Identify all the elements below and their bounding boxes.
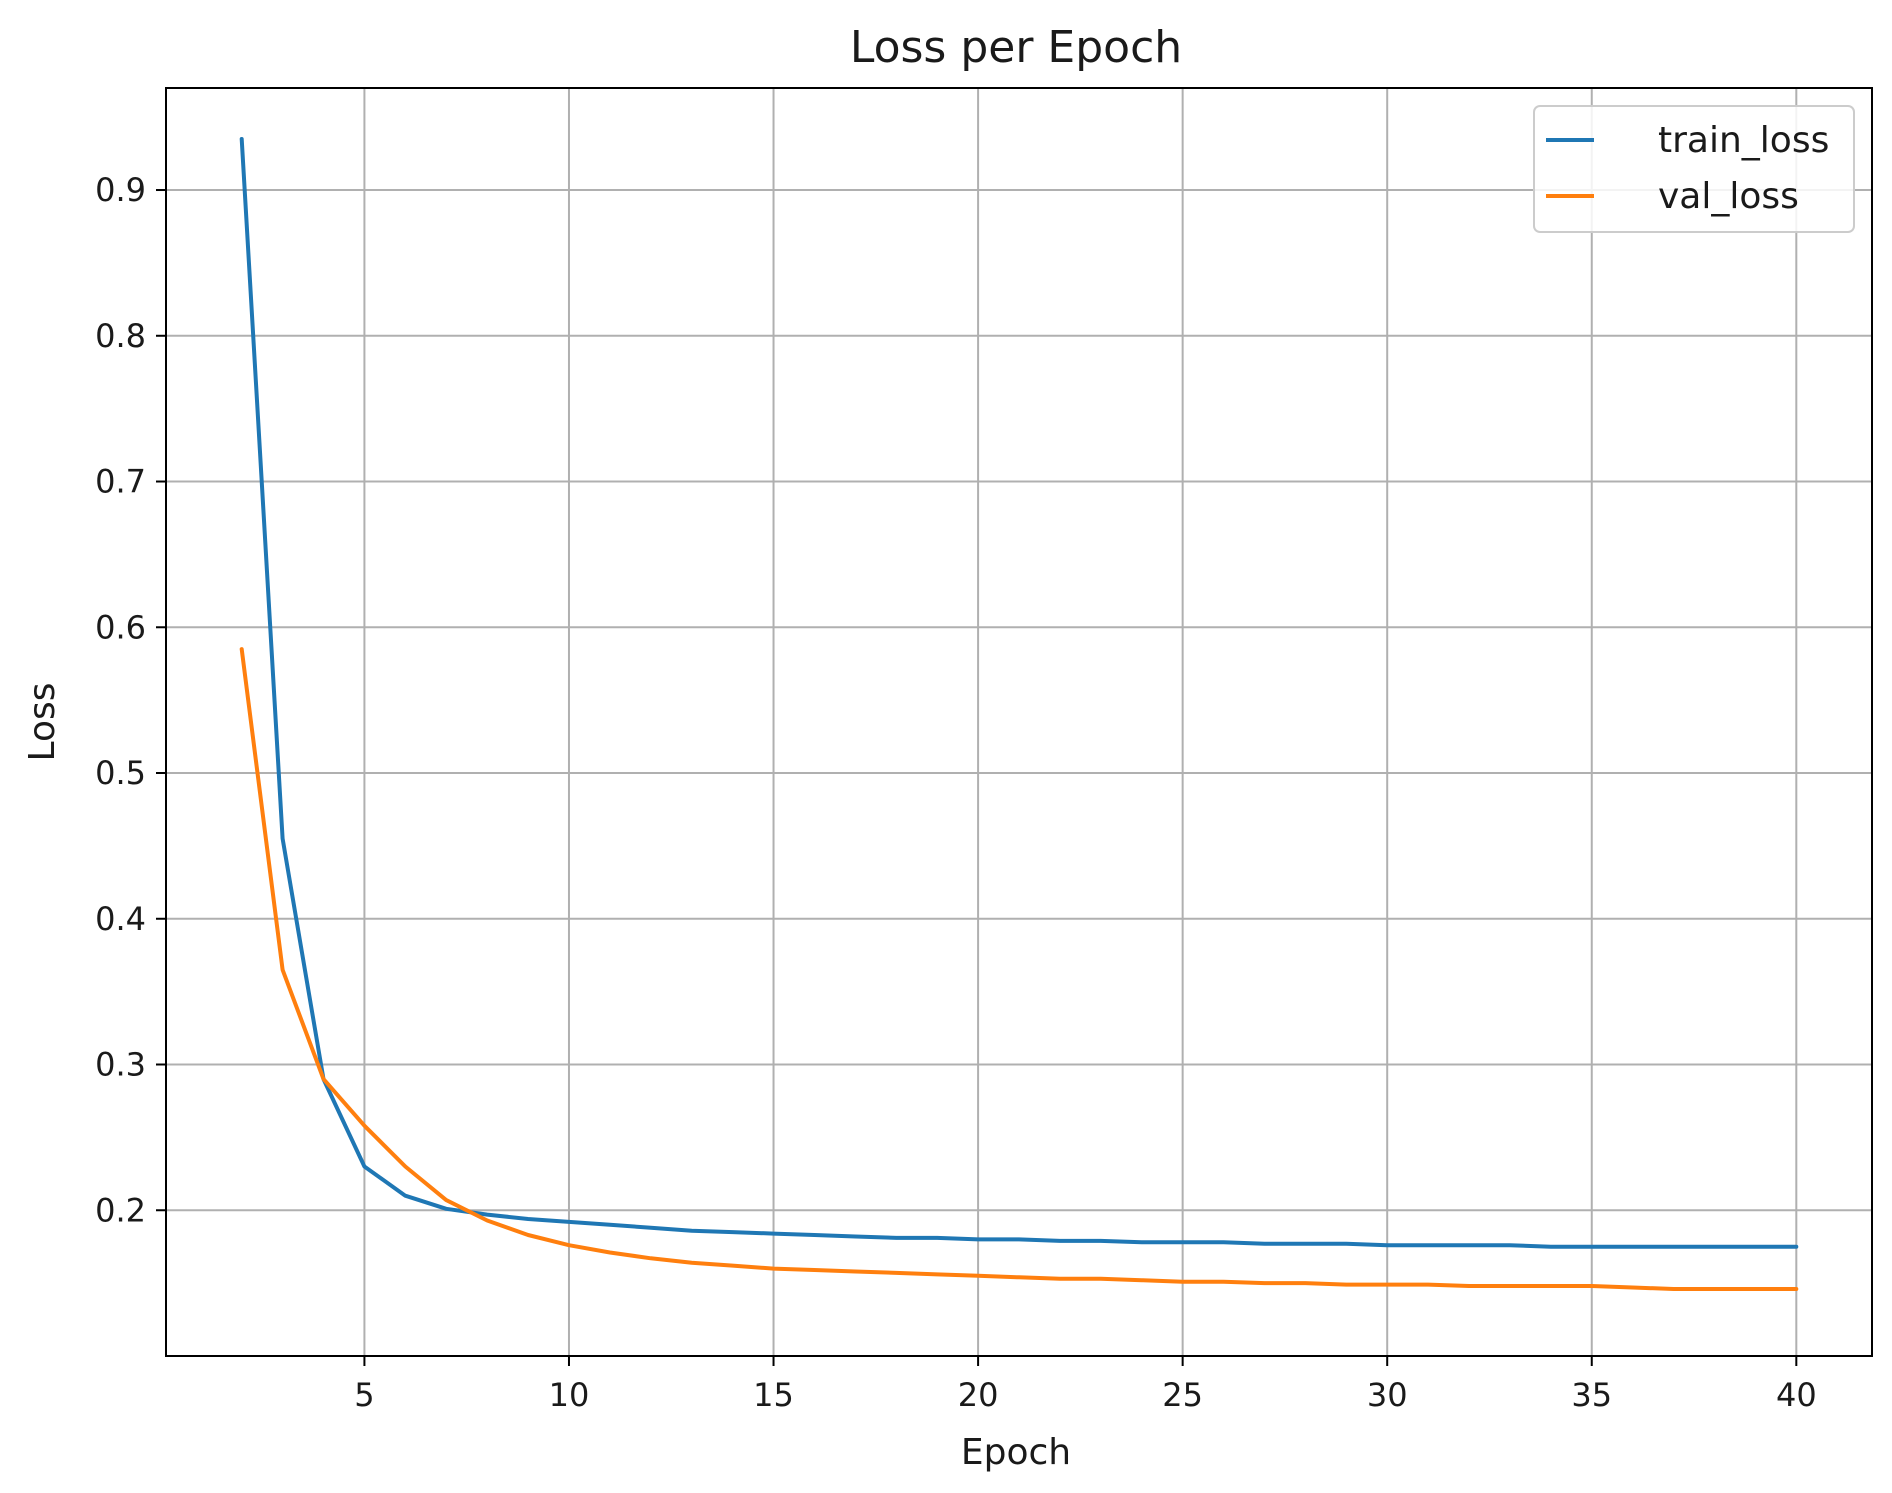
legend-label-train-loss: train_loss <box>1658 120 1829 161</box>
y-axis-title: Loss <box>22 683 63 762</box>
y-tick-label: 0.4 <box>95 900 146 938</box>
y-axis: 0.2 0.3 0.4 0.5 0.6 0.7 0.8 0.9 <box>95 171 166 1229</box>
x-tick-label: 25 <box>1162 1376 1203 1414</box>
x-tick-label: 15 <box>753 1376 794 1414</box>
x-tick-label: 5 <box>354 1376 374 1414</box>
legend-box <box>1533 105 1855 233</box>
y-tick-label: 0.9 <box>95 171 146 209</box>
x-axis: 5 10 15 20 25 30 35 40 <box>354 1356 1817 1414</box>
x-tick-label: 10 <box>549 1376 590 1414</box>
y-tick-label: 0.2 <box>95 1191 146 1229</box>
x-tick-label: 40 <box>1776 1376 1817 1414</box>
x-axis-title: Epoch <box>961 1432 1071 1473</box>
series-line-val-loss <box>239 647 1799 1291</box>
y-tick-label: 0.6 <box>95 608 146 646</box>
grid <box>166 88 1872 1356</box>
chart-title: Loss per Epoch <box>850 22 1182 73</box>
y-tick-label: 0.7 <box>95 463 146 501</box>
series-line-train-loss <box>239 137 1799 1249</box>
legend-label-val-loss: val_loss <box>1658 176 1799 217</box>
legend: train_loss val_loss <box>1533 105 1855 233</box>
x-tick-label: 20 <box>958 1376 999 1414</box>
x-tick-label: 35 <box>1571 1376 1612 1414</box>
y-tick-label: 0.8 <box>95 317 146 355</box>
plot-frame <box>165 87 1873 1357</box>
y-tick-label: 0.3 <box>95 1046 146 1084</box>
y-tick-label: 0.5 <box>95 754 146 792</box>
series-lines <box>239 137 1799 1291</box>
x-tick-label: 30 <box>1367 1376 1408 1414</box>
